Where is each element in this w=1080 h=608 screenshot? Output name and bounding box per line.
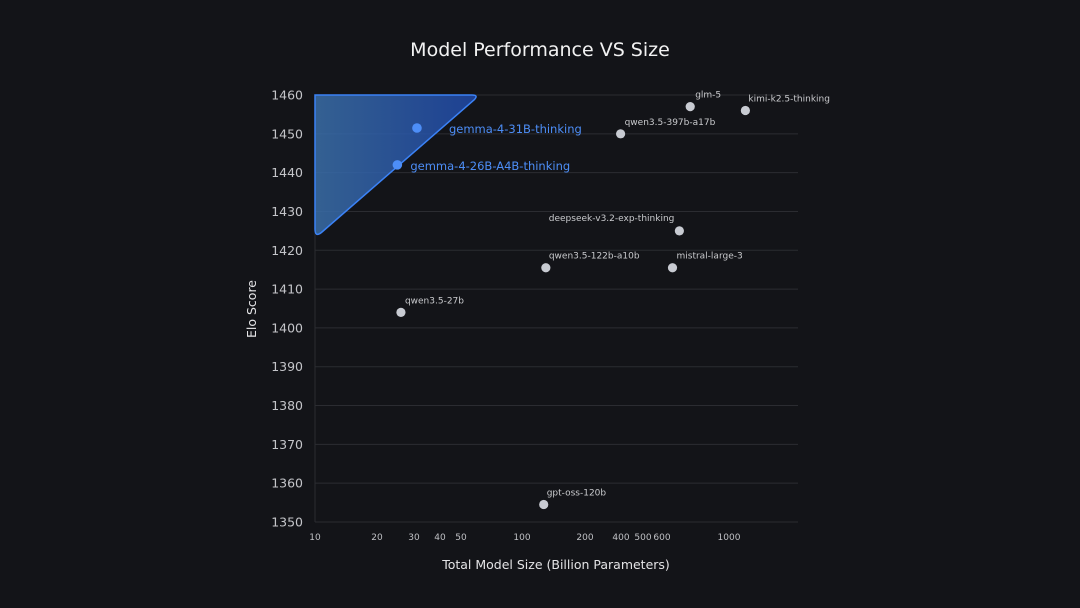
point-label: gemma-4-31B-thinking [449, 122, 582, 136]
point-label: qwen3.5-122b-a10b [549, 252, 640, 262]
y-tick-labels: 1350 1360 1370 1380 1390 1400 1410 1420 1430 1440… [271, 88, 303, 530]
point-label: gemma-4-26B-A4B-thinking [410, 159, 570, 173]
x-tick-label: 200 [576, 533, 593, 543]
data-point[interactable] [392, 160, 403, 170]
x-tick-label: 40 [434, 533, 446, 543]
y-tick-label: 1420 [271, 243, 303, 258]
point-label: kimi-k2.5-thinking [748, 95, 830, 105]
point-label: mistral-large-3 [676, 252, 742, 262]
data-point[interactable] [740, 105, 750, 116]
y-tick-label: 1370 [271, 437, 303, 452]
data-point[interactable] [674, 226, 684, 236]
y-tick-label: 1380 [271, 398, 303, 413]
data-point[interactable] [667, 263, 678, 273]
data-point[interactable] [396, 307, 406, 317]
y-tick-label: 1440 [271, 165, 303, 180]
x-tick-label: 30 [408, 533, 420, 543]
x-tick-label: 600 [653, 533, 670, 543]
y-tick-label: 1350 [271, 515, 303, 530]
x-axis-label: Total Model Size (Billion Parameters) [441, 557, 670, 572]
data-point[interactable] [412, 123, 422, 133]
point-label: gpt-oss-120b [547, 489, 607, 499]
x-tick-label: 20 [371, 533, 383, 543]
x-tick-label: 1000 [718, 533, 741, 543]
y-tick-label: 1360 [271, 476, 303, 491]
y-tick-label: 1460 [271, 88, 303, 103]
x-tick-label: 10 [309, 533, 321, 543]
y-tick-label: 1390 [271, 359, 303, 374]
point-label: qwen3.5-397b-a17b [625, 118, 716, 128]
x-tick-label: 400 [612, 533, 629, 543]
x-tick-label: 100 [513, 533, 530, 543]
y-tick-label: 1410 [271, 282, 303, 297]
data-point[interactable] [616, 129, 626, 139]
chart-title: Model Performance VS Size [410, 39, 670, 61]
data-point[interactable] [539, 499, 549, 510]
point-label: glm-5 [695, 91, 721, 101]
data-point[interactable] [541, 263, 551, 273]
y-axis-label: Elo Score [244, 280, 259, 338]
x-tick-labels: 10 20 30 40 50 100 200 400 500 600 1000 [309, 533, 740, 543]
point-label: qwen3.5-27b [405, 296, 464, 306]
data-points: gemma-4-31B-thinking gemma-4-26B-A4B-thin… [392, 91, 830, 510]
y-tick-label: 1430 [271, 204, 303, 219]
data-point[interactable] [685, 102, 695, 112]
point-label: deepseek-v3.2-exp-thinking [549, 214, 675, 224]
x-tick-label: 500 [634, 533, 651, 543]
y-tick-label: 1400 [271, 320, 303, 335]
x-tick-label: 50 [455, 533, 467, 543]
y-tick-label: 1450 [271, 126, 303, 141]
